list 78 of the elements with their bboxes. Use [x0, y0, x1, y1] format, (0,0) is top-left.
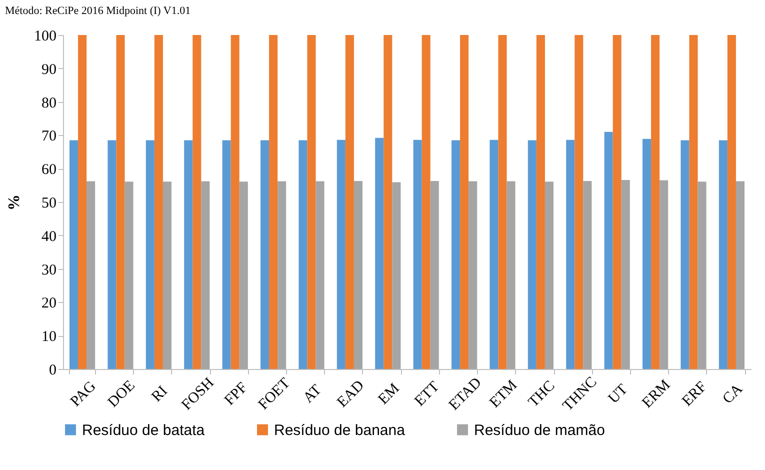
- bar: [430, 180, 439, 369]
- bar: [392, 182, 401, 369]
- bar: [660, 180, 668, 369]
- chart-title: Método: ReCiPe 2016 Midpoint (I) V1.01: [5, 5, 191, 17]
- y-tick-label: 40: [42, 228, 56, 245]
- bar: [498, 35, 507, 369]
- bar: [490, 140, 498, 369]
- bar: [536, 35, 545, 369]
- bar: [184, 140, 193, 369]
- bar: [78, 35, 87, 369]
- bar: [222, 140, 231, 369]
- bar: [689, 35, 698, 369]
- bar: [452, 140, 460, 369]
- y-tick-label: 20: [42, 296, 56, 312]
- x-tick-label: EM: [375, 380, 403, 408]
- bar: [651, 35, 660, 369]
- bar: [736, 181, 745, 369]
- bar: [260, 140, 270, 369]
- y-tick-label: 100: [34, 28, 56, 44]
- y-tick-label: 10: [42, 329, 56, 346]
- bar: [230, 35, 240, 369]
- x-tick-label: FPF: [222, 380, 251, 409]
- bar: [336, 140, 346, 369]
- bar: [86, 181, 96, 369]
- x-tick-label: UT: [606, 381, 632, 407]
- y-axis-title: %: [6, 194, 23, 210]
- y-tick-label: 30: [42, 262, 56, 278]
- bar: [239, 182, 248, 369]
- x-tick-label: THC: [526, 378, 558, 410]
- legend-label: Resíduo de batata: [82, 422, 206, 439]
- bar: [544, 182, 554, 369]
- y-tick-label: 50: [42, 196, 56, 212]
- x-tick-label: AT: [300, 382, 325, 406]
- bar: [460, 35, 469, 369]
- bar: [345, 35, 354, 369]
- bar: [298, 140, 308, 369]
- bar: [316, 181, 324, 369]
- y-tick-label: 0: [49, 362, 56, 378]
- bar: [566, 140, 575, 369]
- bar: [269, 35, 278, 369]
- bar: [124, 182, 134, 369]
- bar: [192, 35, 202, 369]
- legend-label: Resíduo de banana: [274, 422, 406, 439]
- bar: [468, 181, 478, 369]
- y-tick-label: 60: [42, 162, 56, 178]
- x-tick-label: CA: [720, 381, 746, 408]
- bar: [278, 181, 286, 369]
- bar: [621, 180, 630, 369]
- bar: [413, 140, 422, 369]
- y-tick-label: 70: [42, 128, 56, 145]
- bar: [642, 138, 652, 369]
- bar: [307, 35, 316, 369]
- bar: [354, 180, 362, 369]
- bar: [604, 132, 613, 369]
- bar: [574, 35, 584, 369]
- y-tick-label: 80: [42, 95, 56, 112]
- bar: [528, 140, 536, 369]
- bar: [201, 181, 210, 369]
- bar: [162, 182, 172, 369]
- bar: [116, 35, 125, 369]
- x-tick-label: RI: [148, 383, 171, 406]
- bar: [718, 140, 728, 369]
- y-tick-label: 90: [42, 62, 56, 78]
- bar: [146, 140, 154, 369]
- bar: [583, 180, 592, 369]
- bar: [727, 35, 736, 369]
- bar: [506, 181, 516, 369]
- bar: [698, 182, 706, 369]
- bar: [69, 140, 78, 369]
- bar: [422, 35, 430, 369]
- bar: [375, 138, 384, 369]
- bar: [108, 140, 116, 369]
- x-tick-label: PAG: [68, 378, 100, 410]
- bar: [680, 140, 690, 369]
- bar: [384, 35, 392, 369]
- bar: [612, 35, 622, 369]
- legend-label: Resíduo de mamão: [474, 422, 605, 439]
- bar: [154, 35, 163, 369]
